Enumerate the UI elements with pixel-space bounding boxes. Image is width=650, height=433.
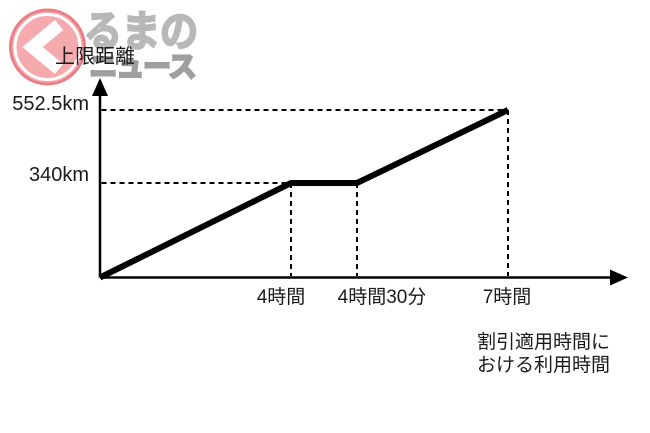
upper-limit-distance-line (98, 107, 510, 281)
y-tick-340km: 340km (28, 164, 89, 186)
logo-circle (9, 8, 86, 86)
x-tick-4hours30min: 4時間30分 (337, 287, 427, 308)
logo-text-news: ニュース (90, 50, 196, 83)
y-axis-arrowhead-icon (92, 78, 108, 96)
y-axis-title: 上限距離 (55, 46, 135, 68)
kuruma-no-news-watermark-logo: るまの ニュース (9, 6, 199, 86)
x-axis-caption-line1: 割引適用時間に (477, 332, 611, 353)
x-tick-7hours: 7時間 (482, 287, 532, 308)
x-axis-arrowhead-icon (610, 269, 628, 286)
y-tick-552km: 552.5km (12, 93, 89, 115)
x-tick-4hours: 4時間 (256, 287, 306, 308)
x-axis-caption: 割引適用時間に おける利用時間 (477, 331, 610, 377)
logo-ku-chevron-icon (22, 19, 64, 75)
logo-circle-inner-ring (13, 13, 82, 81)
x-axis-caption-line2: おける利用時間 (477, 355, 611, 376)
logo-text-rumano: るまの (84, 7, 198, 56)
